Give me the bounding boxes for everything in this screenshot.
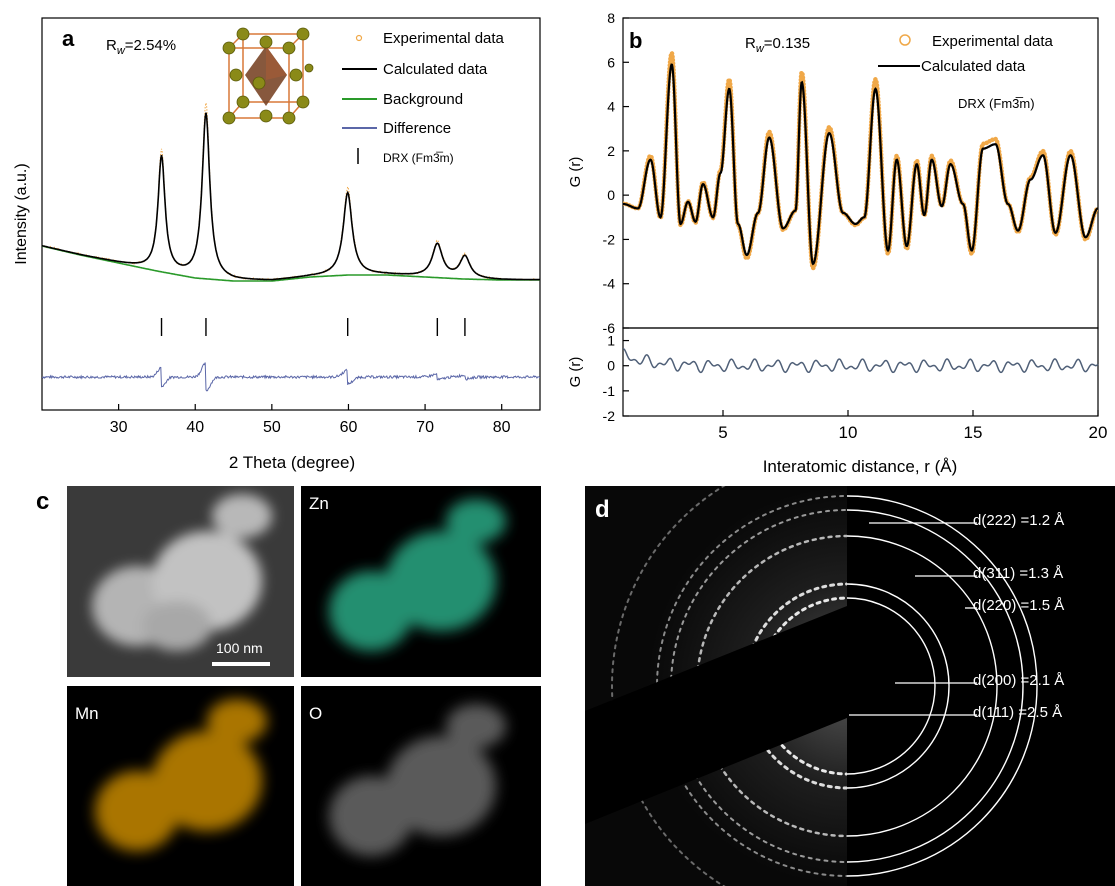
ring-label-200: d(200) =2.1 Å — [973, 672, 1065, 689]
xrd-legend: Experimental data Calculated data Backgr… — [342, 30, 505, 165]
pdf-diff-ytick-label-2: 0 — [607, 358, 615, 374]
xrd-background-series — [42, 245, 540, 282]
xrd-xtick-label-2: 50 — [263, 419, 281, 436]
pdf-legend-calculated: Calculated data — [921, 58, 1026, 75]
xrd-xtick-label-4: 70 — [416, 419, 434, 436]
ring-label-222: d(222) =1.2 Å — [973, 512, 1065, 529]
mn-map: Mn — [67, 686, 294, 886]
pdf-ytick-label-1: -4 — [603, 276, 616, 292]
pdf-ytick-label-0: -6 — [603, 320, 616, 336]
panel-b-label: b — [629, 28, 642, 53]
xrd-chart: 30 40 50 60 70 80 a Rw=2.54% Experimental dat… — [13, 17, 541, 472]
pdf-xtick-label-2: 15 — [964, 423, 983, 442]
legend-marker-experimental — [355, 34, 363, 42]
pdf-diff-ytick-label-3: 1 — [607, 333, 615, 349]
saed-pattern: d d(222) =1.2 Å d(311) =1.3 Å d(220) =1.… — [585, 486, 1115, 886]
legend-background: Background — [383, 91, 463, 108]
xrd-plot-frame — [41, 17, 541, 411]
pdf-ytick-label-7: 8 — [607, 10, 615, 26]
pdf-ytick-label-2: -2 — [603, 231, 616, 247]
xrd-calculated-series — [42, 112, 540, 281]
panel-c-label: c — [36, 488, 50, 515]
o-map-label: O — [309, 704, 323, 723]
saed-image — [585, 486, 1038, 886]
panel-d-label: d — [595, 496, 610, 523]
pdf-legend: Experimental data Calculated data DRX (F… — [878, 33, 1054, 111]
legend-marker-experimental — [899, 34, 911, 46]
pdf-diff-ytick-label-1: -1 — [603, 383, 616, 399]
zn-map-label: Zn — [309, 494, 329, 513]
pdf-ytick-label-3: 0 — [607, 187, 615, 203]
xrd-xlabel: 2 Theta (degree) — [229, 453, 355, 472]
ring-label-311: d(311) =1.3 Å — [973, 565, 1064, 582]
pdf-diff-ytick-label-0: -2 — [603, 408, 616, 424]
xrd-experimental-series — [42, 102, 540, 282]
mn-map-label: Mn — [75, 704, 99, 723]
pdf-xtick-label-1: 10 — [839, 423, 858, 442]
pdf-calculated-series — [623, 63, 1098, 266]
zn-map-image — [329, 499, 506, 651]
xrd-xtick-label-5: 80 — [493, 419, 511, 436]
legend-experimental: Experimental data — [383, 30, 505, 47]
legend-difference: Difference — [383, 120, 451, 137]
xrd-rw: Rw=2.54% — [106, 37, 176, 57]
particle-image — [92, 494, 272, 651]
legend-drx: DRX (Fm3̅m) — [383, 151, 454, 165]
ring-leaders — [849, 522, 977, 716]
xrd-ylabel: Intensity (a.u.) — [13, 163, 30, 264]
pdf-xtick-label-0: 5 — [718, 423, 727, 442]
pdf-xtick-label-3: 20 — [1089, 423, 1108, 442]
crystal-structure-icon — [222, 27, 314, 125]
panel-a-label: a — [62, 26, 75, 51]
pdf-xlabel: Interatomic distance, r (Å) — [763, 457, 958, 476]
pdf-rw: Rw=0.135 — [745, 35, 810, 55]
scale-bar — [212, 662, 270, 666]
legend-calculated: Calculated data — [383, 61, 488, 78]
o-map: O — [301, 686, 541, 886]
pdf-plot-frame — [622, 17, 1099, 329]
pdf-ytick-label-6: 6 — [607, 54, 615, 70]
pdf-ytick-label-4: 2 — [607, 143, 615, 159]
pdf-ylabel: G (r) — [567, 157, 584, 188]
xrd-difference-series — [42, 362, 540, 392]
xrd-xtick-label-1: 40 — [186, 419, 204, 436]
ring-label-111: d(111) =2.5 Å — [973, 704, 1063, 721]
pdf-diff-frame — [622, 327, 1099, 417]
pdf-ytick-label-5: 4 — [607, 99, 615, 115]
zn-map: Zn — [301, 486, 541, 677]
pdf-experimental-series — [623, 50, 1098, 272]
haadf-image: 100 nm — [67, 486, 294, 677]
o-map-image — [329, 704, 506, 856]
pdf-legend-experimental: Experimental data — [932, 33, 1054, 50]
pdf-diff-ylabel: G (r) — [567, 357, 584, 388]
xrd-xtick-label-3: 60 — [340, 419, 358, 436]
pdf-difference-series — [622, 347, 1099, 374]
pdf-annotation: DRX (Fm3̅m) — [958, 96, 1035, 111]
xrd-xtick-label-0: 30 — [110, 419, 128, 436]
mn-map-image — [95, 699, 267, 851]
ring-label-220: d(220) =1.5 Å — [973, 597, 1065, 614]
scale-bar-label: 100 nm — [216, 640, 263, 656]
